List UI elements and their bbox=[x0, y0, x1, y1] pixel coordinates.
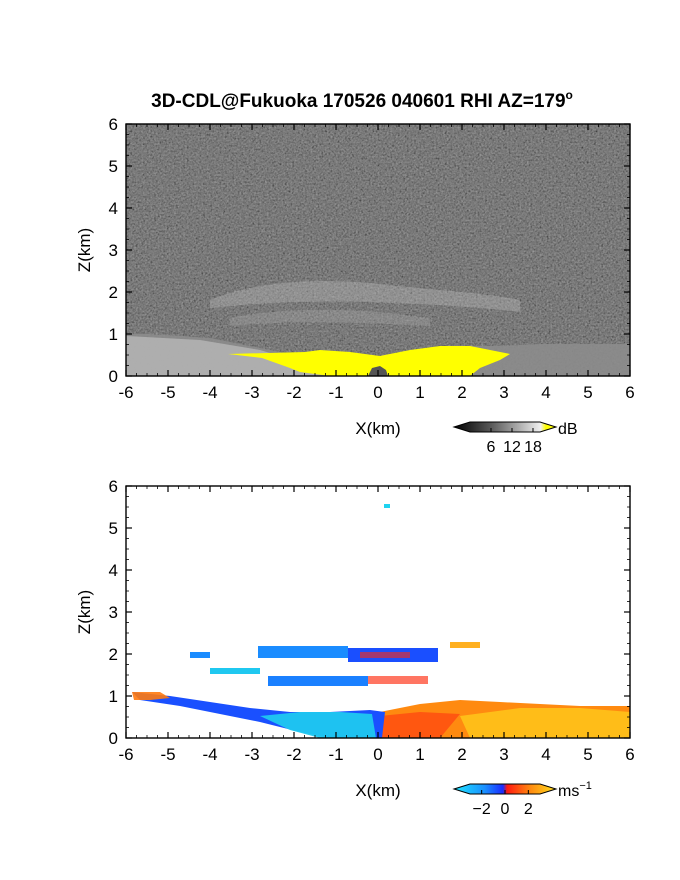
velocity-xtick-label: -4 bbox=[202, 745, 217, 764]
velocity-image bbox=[126, 486, 630, 738]
velocity-colorbar-tick-label: −2 bbox=[473, 801, 491, 818]
snr-colorbar-tick-label: 18 bbox=[524, 439, 542, 456]
velocity-colorbar-bar bbox=[452, 783, 558, 795]
velocity-colorbar-unit-exp: −1 bbox=[579, 780, 592, 792]
velocity-panel: -6 -5 -4 -3 -2 -1 0 1 2 3 4 5 6 0 1 2 3 4 5 6 X(km) Z(km) m… bbox=[75, 477, 635, 818]
snr-xtick-label: 6 bbox=[625, 383, 634, 402]
snr-xtick-label: 3 bbox=[499, 383, 508, 402]
snr-ylabel: Z(km) bbox=[75, 228, 94, 272]
snr-colorbar-unit: dB bbox=[558, 421, 578, 438]
snr-xtick-label: 5 bbox=[583, 383, 592, 402]
velocity-xtick-label: -2 bbox=[286, 745, 301, 764]
snr-noise-field bbox=[126, 124, 630, 376]
velocity-xtick-label: 4 bbox=[541, 745, 550, 764]
snr-axes: -6 -5 -4 -3 -2 -1 0 1 2 3 4 5 6 0 1 2 3 4 5 6 bbox=[109, 115, 635, 402]
snr-image bbox=[126, 124, 630, 376]
velocity-ytick-label: 1 bbox=[109, 687, 118, 706]
velocity-ytick-label: 4 bbox=[109, 561, 118, 580]
snr-xtick-label: 2 bbox=[457, 383, 466, 402]
velocity-ylabel: Z(km) bbox=[75, 590, 94, 634]
velocity-ytick-label: 3 bbox=[109, 603, 118, 622]
snr-xlabel: X(km) bbox=[355, 419, 400, 438]
velocity-xtick-label: 2 bbox=[457, 745, 466, 764]
snr-ytick-label: 0 bbox=[109, 367, 118, 386]
velocity-xtick-label: -5 bbox=[160, 745, 175, 764]
snr-ytick-label: 1 bbox=[109, 325, 118, 344]
snr-xtick-label: -2 bbox=[286, 383, 301, 402]
snr-ytick-label: 2 bbox=[109, 283, 118, 302]
snr-xtick-label: -3 bbox=[244, 383, 259, 402]
velocity-xlabel: X(km) bbox=[355, 781, 400, 800]
velocity-xtick-label: 0 bbox=[373, 745, 382, 764]
snr-colorbar-ticks: 6 12 18 bbox=[487, 428, 542, 456]
velocity-xtick-label: -6 bbox=[118, 745, 133, 764]
velocity-ytick-label: 2 bbox=[109, 645, 118, 664]
velocity-colorbar-ticks: −2 0 2 bbox=[473, 790, 533, 818]
snr-xtick-label: -4 bbox=[202, 383, 217, 402]
velocity-axes: -6 -5 -4 -3 -2 -1 0 1 2 3 4 5 6 0 1 2 3 4 5 6 bbox=[109, 477, 635, 764]
velocity-colorbar-tick-label: 0 bbox=[501, 801, 510, 818]
snr-xtick-label: -5 bbox=[160, 383, 175, 402]
velocity-xtick-label: 5 bbox=[583, 745, 592, 764]
velocity-xtick-label: 1 bbox=[415, 745, 424, 764]
snr-xtick-label: 0 bbox=[373, 383, 382, 402]
snr-colorbar-tick-label: 6 bbox=[487, 439, 496, 456]
velocity-colorbar-tick-label: 2 bbox=[524, 801, 533, 818]
snr-colorbar-tick-label: 12 bbox=[503, 439, 521, 456]
title-text: 3D-CDL@Fukuoka 170526 040601 RHI AZ=179 bbox=[151, 91, 565, 112]
snr-colorbar-bar bbox=[452, 421, 558, 433]
snr-upper-layer bbox=[210, 281, 520, 326]
title-degree: o bbox=[566, 88, 573, 102]
snr-ytick-label: 5 bbox=[109, 157, 118, 176]
velocity-colorbar-unit-base: ms bbox=[558, 783, 579, 800]
velocity-xtick-label: -3 bbox=[244, 745, 259, 764]
velocity-xtick-label: 6 bbox=[625, 745, 634, 764]
snr-xtick-label: 4 bbox=[541, 383, 550, 402]
snr-ytick-label: 3 bbox=[109, 241, 118, 260]
snr-xtick-label: 1 bbox=[415, 383, 424, 402]
velocity-ytick-label: 5 bbox=[109, 519, 118, 538]
velocity-colorbar: ms−1 −2 0 2 bbox=[452, 780, 592, 818]
figure-title: 3D-CDL@Fukuoka 170526 040601 RHI AZ=179o bbox=[151, 88, 573, 112]
snr-colorbar: dB 6 12 18 bbox=[452, 421, 578, 456]
snr-ytick-label: 4 bbox=[109, 199, 118, 218]
velocity-background bbox=[126, 486, 630, 738]
snr-xtick-label: -6 bbox=[118, 383, 133, 402]
snr-ytick-label: 6 bbox=[109, 115, 118, 134]
snr-strong-signal bbox=[228, 346, 510, 376]
velocity-xtick-label: 3 bbox=[499, 745, 508, 764]
velocity-colorbar-unit: ms−1 bbox=[558, 780, 592, 800]
velocity-upper-layer bbox=[190, 504, 480, 686]
velocity-xtick-label: -1 bbox=[328, 745, 343, 764]
snr-xtick-label: -1 bbox=[328, 383, 343, 402]
velocity-ytick-label: 6 bbox=[109, 477, 118, 496]
velocity-ytick-label: 0 bbox=[109, 729, 118, 748]
